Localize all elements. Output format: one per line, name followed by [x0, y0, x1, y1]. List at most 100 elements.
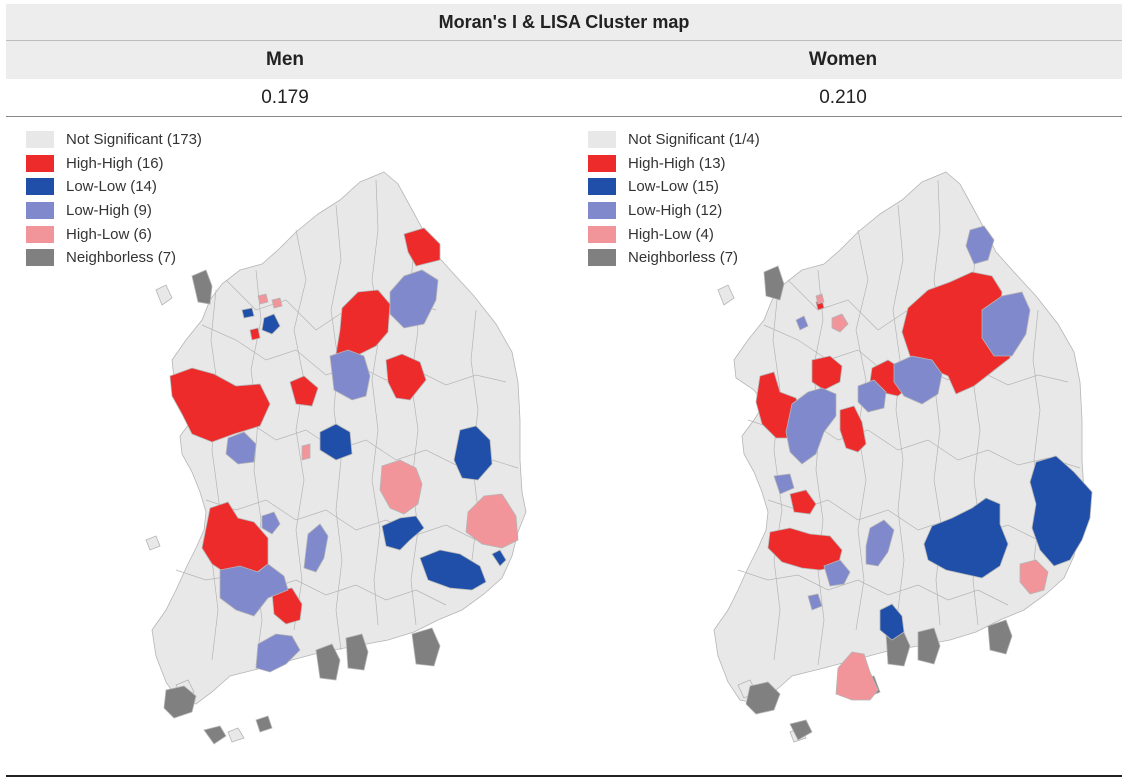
- column-header-men: Men: [266, 49, 304, 70]
- legend-item-neighborless: Neighborless (7): [26, 246, 202, 270]
- legend-swatch: [588, 154, 616, 172]
- legend-item-high-low: High-Low (4): [588, 222, 760, 246]
- legend-item-low-low: Low-Low (15): [588, 175, 760, 199]
- low-high-region: [981, 291, 1031, 357]
- column-header-women: Women: [808, 49, 878, 70]
- low-high-region: [857, 379, 887, 413]
- low-high-region: [807, 593, 823, 611]
- high-low-region: [301, 443, 311, 461]
- legend-label: Not Significant (1/4): [628, 131, 760, 149]
- low-low-region: [491, 549, 507, 567]
- low-high-region: [389, 269, 439, 329]
- low-low-region: [453, 425, 493, 481]
- legend-label: High-Low (6): [66, 225, 152, 243]
- low-high-region: [261, 511, 281, 535]
- morans-i-row: 0.179 0.210: [6, 80, 1122, 117]
- header-row: Men Women: [6, 41, 1122, 79]
- low-high-region: [773, 473, 795, 495]
- neighborless-region: [191, 269, 213, 305]
- legend-item-high-high: High-High (13): [588, 152, 760, 176]
- high-high-region: [403, 227, 441, 267]
- morans-i-women: 0.210: [819, 87, 867, 108]
- low-low-region: [381, 515, 425, 551]
- legend-swatch: [26, 178, 54, 196]
- high-low-region: [1019, 559, 1049, 595]
- legend-label: High-High (16): [66, 154, 164, 172]
- high-high-region: [249, 327, 261, 341]
- high-low-region: [831, 313, 849, 333]
- high-high-region: [169, 367, 271, 443]
- low-high-region: [785, 387, 837, 465]
- low-high-region: [329, 349, 371, 401]
- legend-swatch: [588, 131, 616, 149]
- legend-swatch: [588, 202, 616, 220]
- low-high-region: [219, 563, 289, 617]
- legend-swatch: [588, 249, 616, 267]
- low-high-region: [795, 315, 809, 331]
- men-legend: Not Significant (173) High-High (16) Low…: [26, 128, 202, 270]
- high-low-region: [465, 493, 519, 549]
- low-high-region: [303, 523, 329, 573]
- low-low-region: [923, 497, 1009, 579]
- high-high-region: [289, 375, 319, 407]
- neighborless-region: [315, 643, 341, 681]
- legend-label: Low-Low (14): [66, 178, 157, 196]
- high-high-region: [271, 587, 303, 625]
- low-low-region: [1029, 455, 1093, 567]
- high-low-region: [379, 459, 423, 515]
- legend-item-not-significant: Not Significant (1/4): [588, 128, 760, 152]
- men-map-panel: Not Significant (173) High-High (16) Low…: [6, 120, 564, 772]
- legend-swatch: [26, 249, 54, 267]
- legend-swatch: [26, 202, 54, 220]
- legend-label: High-Low (4): [628, 225, 714, 243]
- island: [227, 727, 245, 743]
- island: [717, 284, 735, 306]
- low-high-region: [255, 633, 301, 673]
- low-low-region: [419, 549, 487, 591]
- legend-label: Low-Low (15): [628, 178, 719, 196]
- neighborless-region: [255, 715, 273, 733]
- island: [155, 284, 173, 306]
- women-cluster-map: [713, 171, 1093, 743]
- legend-swatch: [26, 154, 54, 172]
- high-low-region: [835, 651, 879, 701]
- low-low-region: [879, 603, 905, 641]
- neighborless-region: [917, 627, 941, 665]
- legend-swatch: [588, 178, 616, 196]
- high-high-region: [385, 353, 427, 401]
- legend-item-neighborless: Neighborless (7): [588, 246, 760, 270]
- low-high-region: [865, 519, 895, 567]
- low-low-region: [319, 423, 353, 461]
- neighborless-region: [411, 627, 441, 667]
- morans-i-men: 0.179: [261, 87, 309, 108]
- low-low-region: [241, 307, 255, 319]
- high-low-region: [257, 293, 269, 305]
- figure-title: Moran's I & LISA Cluster map: [6, 4, 1122, 41]
- legend-swatch: [588, 225, 616, 243]
- legend-swatch: [26, 225, 54, 243]
- legend-item-high-low: High-Low (6): [26, 222, 202, 246]
- low-high-region: [893, 355, 943, 405]
- neighborless-region: [763, 265, 785, 301]
- neighborless-region: [987, 619, 1013, 655]
- high-high-region: [839, 405, 867, 453]
- high-low-region: [815, 293, 825, 305]
- high-low-region: [271, 297, 283, 309]
- women-map-panel: Not Significant (1/4) High-High (13) Low…: [568, 120, 1126, 772]
- women-legend: Not Significant (1/4) High-High (13) Low…: [588, 128, 760, 270]
- neighborless-region: [345, 633, 369, 671]
- legend-label: Not Significant (173): [66, 131, 202, 149]
- high-high-region: [789, 489, 817, 515]
- legend-item-low-high: Low-High (12): [588, 199, 760, 223]
- legend-item-not-significant: Not Significant (173): [26, 128, 202, 152]
- high-high-region: [811, 355, 843, 391]
- legend-label: Low-High (9): [66, 202, 152, 220]
- low-low-region: [261, 313, 281, 335]
- neighborless-region: [789, 719, 813, 741]
- legend-item-high-high: High-High (16): [26, 152, 202, 176]
- low-high-region: [225, 431, 257, 465]
- island: [145, 535, 161, 551]
- low-high-region: [965, 225, 995, 265]
- legend-label: Neighborless (7): [66, 249, 177, 267]
- legend-item-low-low: Low-Low (14): [26, 175, 202, 199]
